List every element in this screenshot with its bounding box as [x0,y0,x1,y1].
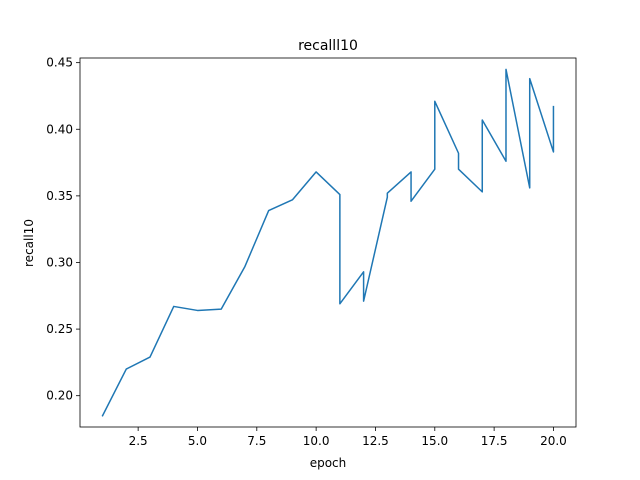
x-axis-label: epoch [310,456,347,470]
x-tick-label: 7.5 [247,434,266,448]
y-tick-label: 0.40 [46,122,73,136]
x-tick-label: 10.0 [303,434,330,448]
y-tick-label: 0.35 [46,189,73,203]
chart-title: recalll10 [298,38,358,54]
x-tick-label: 2.5 [129,434,148,448]
x-tick-label: 5.0 [188,434,207,448]
y-tick-label: 0.25 [46,322,73,336]
y-tick-label: 0.20 [46,389,73,403]
x-tick-label: 12.5 [362,434,389,448]
y-tick-label: 0.30 [46,255,73,269]
y-tick-label: 0.45 [46,56,73,70]
x-tick-label: 17.5 [481,434,508,448]
axes-frame [79,57,577,428]
plot-area: 2.5 5.0 7.5 10.0 12.5 15.0 17.5 20.0 0.20 0.25 0.3… [46,56,577,448]
x-tick-label: 20.0 [540,434,567,448]
series-line-0 [101,68,555,417]
x-tick-label: 15.0 [421,434,448,448]
y-axis-label: recall10 [22,219,36,267]
